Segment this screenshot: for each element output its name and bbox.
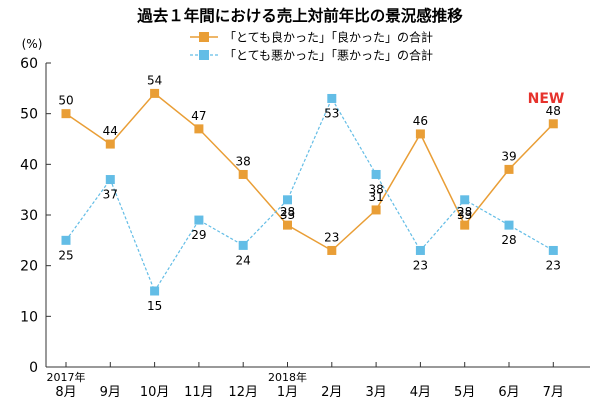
series-line-1 — [65, 97, 554, 293]
data-label: 50 — [58, 94, 73, 108]
data-point — [415, 129, 425, 139]
data-point — [460, 220, 470, 230]
data-point — [371, 169, 381, 179]
y-tick-label: 60 — [20, 56, 38, 72]
data-label: 28 — [280, 205, 295, 219]
y-tick-label: 50 — [20, 107, 38, 123]
data-point — [548, 245, 558, 255]
year-label: 2018年 — [268, 370, 307, 384]
data-label: 38 — [236, 154, 251, 168]
x-tick-label: 2月 — [321, 385, 342, 400]
data-label: 23 — [546, 258, 561, 272]
data-label: 39 — [501, 149, 516, 163]
data-point — [194, 215, 204, 225]
data-label: 46 — [413, 114, 428, 128]
data-point — [371, 205, 381, 215]
data-point — [150, 286, 160, 296]
x-tick-label: 4月 — [410, 385, 431, 400]
data-label: 15 — [147, 299, 162, 313]
x-tick-label: 5月 — [454, 385, 475, 400]
data-label: 31 — [368, 190, 383, 204]
labels-layer: 50 44 54 47 38 28 23 31 46 28 39 48 25 37 15 29 24 33 53 38… — [58, 73, 561, 313]
data-point — [238, 240, 248, 250]
x-tick-label: 6月 — [498, 385, 519, 400]
x-tick-label: 8月 — [55, 385, 76, 400]
series-layer — [61, 88, 558, 296]
data-point — [283, 220, 292, 230]
data-point — [548, 119, 558, 129]
x-tick-label: 7月 — [543, 385, 564, 400]
x-tick-label: 11月 — [184, 385, 214, 400]
y-tick-label: 10 — [20, 309, 38, 325]
data-label: 48 — [546, 104, 561, 118]
y-tick-label: 0 — [29, 360, 38, 376]
x-tick-label: 9月 — [100, 385, 121, 400]
legend-marker-bad — [199, 50, 209, 60]
data-label: 24 — [236, 253, 251, 267]
data-point — [194, 124, 204, 134]
year-label: 2017年 — [47, 370, 86, 384]
data-label: 33 — [457, 208, 472, 222]
data-label: 53 — [324, 106, 339, 120]
data-label: 38 — [368, 182, 383, 196]
data-point — [105, 139, 115, 149]
data-point — [504, 220, 514, 230]
data-label: 28 — [457, 205, 472, 219]
legend-label-bad: 「とても悪かった」「悪かった」の合計 — [224, 48, 433, 63]
x-tick-label: 1月 — [277, 385, 298, 400]
chart-title: 過去１年間における売上対前年比の景況感推移 — [136, 6, 463, 25]
new-badge: NEW — [528, 91, 565, 107]
data-point — [327, 245, 337, 255]
data-label: 44 — [103, 124, 118, 138]
x-tick-label: 12月 — [228, 385, 258, 400]
y-axis-unit: (%) — [22, 37, 43, 51]
data-point — [283, 195, 292, 205]
data-label: 29 — [191, 228, 206, 242]
axes: 0 10 20 30 40 50 60 8月 9月 10月 11月 12月 1月 2月 3月 4月 5月 6月 7月… — [20, 56, 590, 400]
data-label: 23 — [413, 258, 428, 272]
data-point — [327, 93, 337, 103]
x-tick-label: 3月 — [365, 385, 386, 400]
data-point — [61, 109, 71, 119]
x-tick-label: 10月 — [140, 385, 170, 400]
data-point — [238, 169, 248, 179]
y-tick-label: 30 — [20, 208, 38, 224]
data-point — [504, 164, 514, 174]
series-line-0 — [65, 92, 554, 252]
y-tick-label: 40 — [20, 157, 38, 173]
data-point — [61, 235, 71, 245]
legend-marker-good — [199, 32, 209, 42]
data-label: 54 — [147, 73, 162, 87]
data-label: 25 — [58, 248, 73, 262]
y-tick-label: 20 — [20, 259, 38, 275]
data-point — [415, 245, 425, 255]
data-label: 28 — [501, 233, 516, 247]
data-label: 33 — [280, 208, 295, 222]
data-point — [105, 175, 115, 185]
legend-label-good: 「とても良かった」「良かった」の合計 — [224, 30, 433, 45]
data-label: 47 — [191, 109, 206, 123]
data-point — [150, 88, 160, 98]
data-label: 23 — [324, 230, 339, 244]
data-point — [460, 195, 470, 205]
data-label: 37 — [103, 188, 118, 202]
legend: 「とても良かった」「良かった」の合計 「とても悪かった」「悪かった」の合計 — [190, 30, 433, 63]
